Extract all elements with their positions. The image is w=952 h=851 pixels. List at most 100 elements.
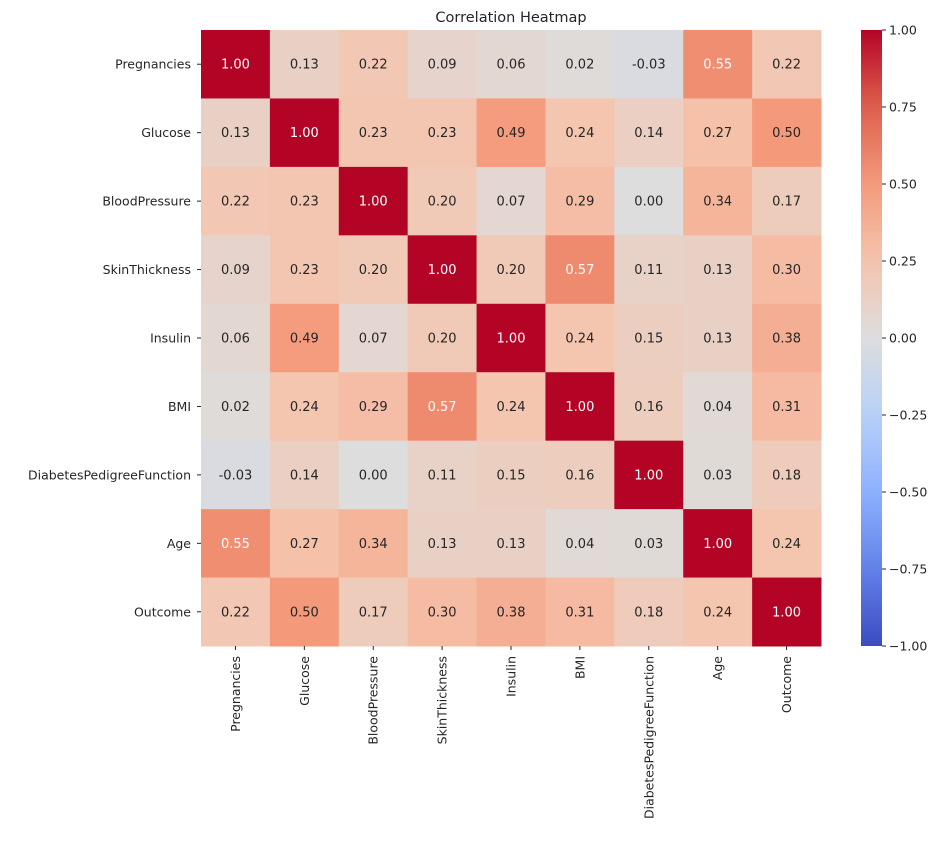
heatmap-cell [407,509,478,579]
heatmap-cell [683,509,753,579]
y-tick-label: Outcome [134,604,191,619]
cell-annotation: 0.23 [290,195,319,210]
heatmap-cell [614,166,684,236]
chart-title: Correlation Heatmap [435,10,586,26]
heatmap-cell [407,303,478,373]
cell-annotation: 0.20 [359,263,388,278]
heatmap-cell [269,98,340,168]
heatmap-cell [201,372,271,442]
cell-annotation: 0.13 [703,263,732,278]
heatmap-cell [201,166,271,236]
heatmap-cell [545,98,615,168]
heatmap-cell [683,440,753,510]
heatmap-cell [614,235,684,305]
y-tick-labels: Pregnancies Glucose BloodPressure SkinThick… [28,57,201,619]
cell-annotation: 1.00 [428,263,457,278]
heatmap-cell [683,372,753,442]
heatmap-cell [683,235,753,305]
heatmap-cell [614,303,684,373]
cell-annotation: 0.38 [497,605,526,620]
colorbar-ticks: 1.00 0.75 0.50 0.25 0.00 −0.25 −0.50 −0.75 −1.00 [882,23,927,654]
x-tick-label: Insulin [504,656,519,697]
y-tick-label: SkinThickness [103,262,191,277]
cell-annotation: 0.15 [497,468,526,483]
heatmap-cell [752,166,822,236]
cell-annotation: 0.06 [497,58,526,73]
heatmap-cell [752,372,822,442]
heatmap-cell [614,440,684,510]
heatmap-cell [269,166,340,236]
cell-annotation: 0.06 [221,332,250,347]
heatmap-cell [545,440,615,510]
heatmap-cell [269,303,340,373]
cell-annotation: 0.03 [703,468,732,483]
colorbar [861,30,882,646]
cell-annotation: 0.16 [565,468,594,483]
colorbar-tick-label: 1.00 [889,23,917,38]
heatmap-cell [269,235,340,305]
cell-annotation: 0.22 [359,58,388,73]
x-tick-label: SkinThickness [435,656,450,744]
colorbar-tick-label: −0.25 [889,408,927,423]
heatmap-cell [752,98,822,168]
colorbar-tick-label: −0.75 [889,562,927,577]
heatmap-cell [407,30,478,99]
cell-annotation: 0.50 [290,605,319,620]
heatmap-cell [545,166,615,236]
cell-annotation: 0.24 [290,400,319,415]
x-tick-label: Outcome [779,656,794,713]
heatmap-cell [752,577,822,647]
cell-annotation: 0.09 [428,58,457,73]
cell-annotation: 0.23 [428,126,457,141]
cell-annotation: 0.29 [359,400,388,415]
cell-annotation: 0.18 [634,605,663,620]
heatmap-cell [338,577,409,647]
y-tick-label: BMI [168,399,191,414]
heatmap-cell [269,30,340,99]
cell-annotation: 0.55 [703,58,732,73]
heatmap-cell [683,303,753,373]
heatmap-cell [476,98,546,168]
heatmap-cell [476,303,546,373]
colorbar-tick-label: −0.50 [889,485,927,500]
heatmap-cell [614,577,684,647]
cell-annotation: 0.27 [703,126,732,141]
cell-annotation: 0.57 [428,400,457,415]
heatmap-cell [269,577,340,647]
cell-annotation: 0.22 [772,58,801,73]
heatmap-cell [269,509,340,579]
x-tick-label: BMI [572,656,587,679]
heatmap-cell [752,30,822,99]
cell-annotation: 0.30 [428,605,457,620]
cell-annotation: 0.14 [290,468,319,483]
heatmap-cell [752,235,822,305]
heatmap-cell [407,166,478,236]
heatmap-cells: 1.00 0.13 0.22 0.09 0.06 0.02 -0.03 0.55 0.22 0.1… [201,30,822,647]
heatmap-cell [407,577,478,647]
colorbar-tick-label: 0.75 [889,100,917,115]
heatmap-cell [407,98,478,168]
heatmap-cell [201,98,271,168]
cell-annotation: 0.18 [772,468,801,483]
heatmap-cell [476,577,546,647]
y-tick-label: BloodPressure [102,194,191,209]
heatmap-cell [545,235,615,305]
heatmap-cell [683,98,753,168]
heatmap-cell [545,372,615,442]
heatmap-cell [269,372,340,442]
cell-annotation: 0.13 [497,537,526,552]
heatmap-cell [338,303,409,373]
y-tick-label: Pregnancies [115,57,191,72]
heatmap-cell [752,509,822,579]
colorbar-tick-label: 0.00 [889,331,917,346]
cell-annotation: 0.27 [290,537,319,552]
heatmap-cell [614,30,684,99]
heatmap-cell [269,440,340,510]
cell-annotation: 1.00 [221,58,250,73]
heatmap-cell [338,30,409,99]
cell-annotation: 0.30 [772,263,801,278]
cell-annotation: 0.24 [497,400,526,415]
heatmap-cell [476,372,546,442]
cell-annotation: 0.31 [565,605,594,620]
